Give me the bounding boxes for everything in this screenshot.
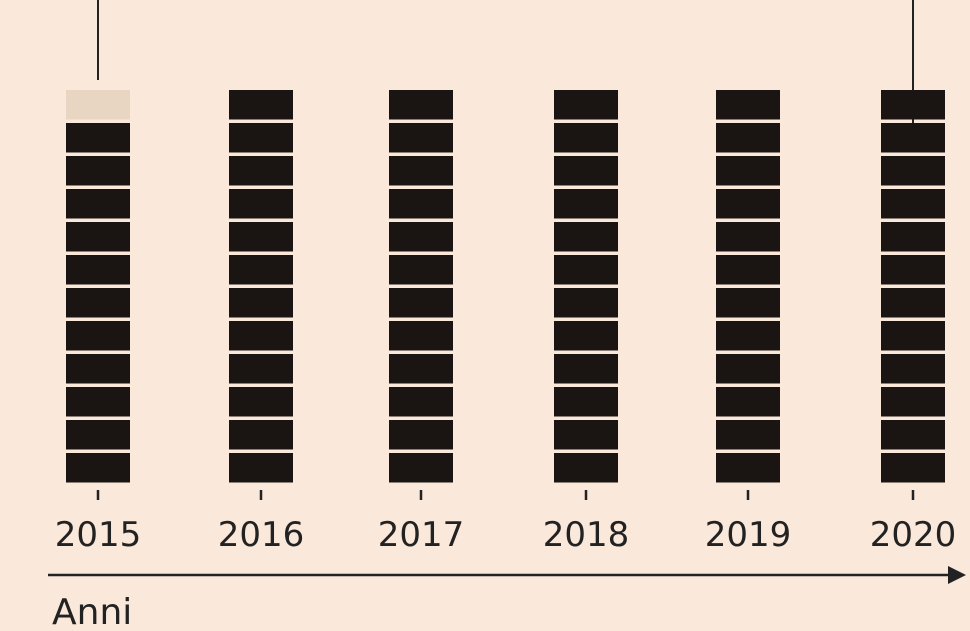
bar-segment-2019-12 xyxy=(716,90,780,120)
bar-segment-2015-2 xyxy=(66,420,130,450)
bar-segment-2015-12 xyxy=(66,90,130,120)
bar-segment-2016-9 xyxy=(229,189,293,219)
bar-segment-2019-5 xyxy=(716,321,780,351)
x-axis-arrow-head xyxy=(948,566,966,584)
bar-segment-2018-2 xyxy=(554,420,618,450)
bar-segment-2017-8 xyxy=(389,222,453,252)
bar-segment-2017-3 xyxy=(389,387,453,417)
bar-segment-2019-4 xyxy=(716,354,780,384)
bar-segment-2018-7 xyxy=(554,255,618,285)
bar-segment-2017-1 xyxy=(389,453,453,483)
bar-segment-2015-1 xyxy=(66,453,130,483)
bar-segment-2016-2 xyxy=(229,420,293,450)
bar-segment-2018-6 xyxy=(554,288,618,318)
bar-segment-2020-2 xyxy=(881,420,945,450)
x-axis-title: Anni xyxy=(52,592,132,631)
bar-segment-2020-5 xyxy=(881,321,945,351)
bar-segment-2015-4 xyxy=(66,354,130,384)
bar-segment-2015-3 xyxy=(66,387,130,417)
bar-segment-2018-9 xyxy=(554,189,618,219)
bar-segment-2016-1 xyxy=(229,453,293,483)
bar-segment-2017-6 xyxy=(389,288,453,318)
bar-segment-2018-3 xyxy=(554,387,618,417)
bar-segment-2020-7 xyxy=(881,255,945,285)
bar-segment-2017-7 xyxy=(389,255,453,285)
bar-segment-2020-6 xyxy=(881,288,945,318)
bar-segment-2017-9 xyxy=(389,189,453,219)
bar-segment-2016-12 xyxy=(229,90,293,120)
top-label-2020: 2020 xyxy=(862,0,964,4)
bar-segment-2016-6 xyxy=(229,288,293,318)
bar-segment-2018-10 xyxy=(554,156,618,186)
bar-segment-2020-10 xyxy=(881,156,945,186)
bar-segment-2015-6 xyxy=(66,288,130,318)
bar-segment-2015-10 xyxy=(66,156,130,186)
bar-segment-2020-11 xyxy=(881,123,945,153)
bar-segment-2018-8 xyxy=(554,222,618,252)
bar-segment-2015-9 xyxy=(66,189,130,219)
bar-segment-2018-1 xyxy=(554,453,618,483)
bar-segment-2020-12 xyxy=(881,90,945,120)
bar-segment-2016-8 xyxy=(229,222,293,252)
x-tick-label-2018: 2018 xyxy=(543,515,630,555)
bar-segment-2016-11 xyxy=(229,123,293,153)
bar-segment-2018-11 xyxy=(554,123,618,153)
x-tick-label-2017: 2017 xyxy=(378,515,465,555)
bar-segment-2015-8 xyxy=(66,222,130,252)
bar-segment-2019-2 xyxy=(716,420,780,450)
bar-segment-2016-3 xyxy=(229,387,293,417)
bar-segment-2015-7 xyxy=(66,255,130,285)
bar-segment-2016-10 xyxy=(229,156,293,186)
bar-segment-2019-9 xyxy=(716,189,780,219)
bar-segment-2015-11 xyxy=(66,123,130,153)
bar-segment-2018-4 xyxy=(554,354,618,384)
bar-segment-2017-4 xyxy=(389,354,453,384)
x-tick-label-2015: 2015 xyxy=(55,515,142,555)
bar-segment-2019-11 xyxy=(716,123,780,153)
x-tick-label-2019: 2019 xyxy=(705,515,792,555)
bar-segments xyxy=(66,90,945,483)
bar-segment-2017-10 xyxy=(389,156,453,186)
bar-segment-2019-7 xyxy=(716,255,780,285)
bar-segment-2020-8 xyxy=(881,222,945,252)
bar-segment-2019-10 xyxy=(716,156,780,186)
bar-segment-2017-11 xyxy=(389,123,453,153)
x-tick-label-2016: 2016 xyxy=(218,515,305,555)
bar-segment-2018-5 xyxy=(554,321,618,351)
bar-segment-2020-1 xyxy=(881,453,945,483)
bar-segment-2017-2 xyxy=(389,420,453,450)
bar-segment-2019-8 xyxy=(716,222,780,252)
bar-segment-2017-12 xyxy=(389,90,453,120)
bar-segment-2016-5 xyxy=(229,321,293,351)
bar-segment-2020-4 xyxy=(881,354,945,384)
bar-segment-2017-5 xyxy=(389,321,453,351)
bar-segment-2019-1 xyxy=(716,453,780,483)
x-tick-label-2020: 2020 xyxy=(870,515,957,555)
x-axis-ticks: 2015 2016 2017 2018 2019 2020 xyxy=(55,490,957,555)
bar-segment-2015-5 xyxy=(66,321,130,351)
bar-segment-2018-12 xyxy=(554,90,618,120)
bar-segment-2020-9 xyxy=(881,189,945,219)
bar-segment-2019-6 xyxy=(716,288,780,318)
bar-segment-2019-3 xyxy=(716,387,780,417)
bar-segment-2016-4 xyxy=(229,354,293,384)
bar-segment-2016-7 xyxy=(229,255,293,285)
top-label-2015: 2015 xyxy=(47,0,149,4)
bar-segment-2020-3 xyxy=(881,387,945,417)
x-axis xyxy=(48,566,966,584)
top-labels: 2015 2020 xyxy=(47,0,964,124)
